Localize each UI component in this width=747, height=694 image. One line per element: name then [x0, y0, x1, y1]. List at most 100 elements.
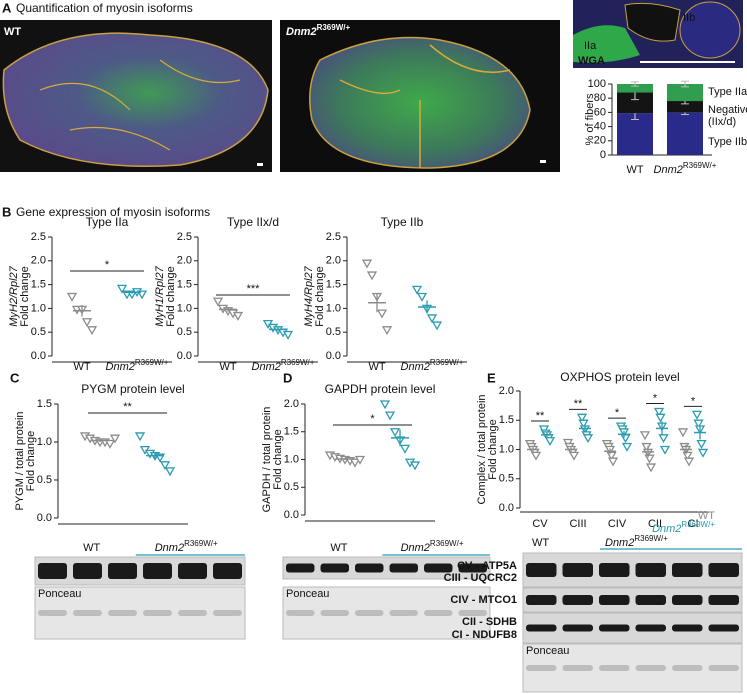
neg-fiber: [624, 2, 681, 42]
y-axis-label: % of fibers: [584, 93, 596, 145]
label-text: WT: [4, 26, 21, 38]
data-point: [621, 442, 633, 452]
label: Dnm2R369W/+: [155, 539, 218, 554]
y-tick-label: 2.5: [326, 231, 341, 243]
label-text: Dnm2: [652, 523, 681, 535]
blot-image: [522, 587, 743, 613]
data-point: [683, 457, 695, 467]
blot-band: [562, 624, 593, 632]
y-axis-label: Fold change: [272, 429, 284, 490]
data-point: [81, 318, 93, 328]
blot-band: [635, 665, 666, 671]
protein-label: CI - NDUFB8: [452, 629, 517, 641]
label-text: Dnm2: [252, 361, 281, 373]
blot-band: [73, 610, 102, 616]
y-tick-label: 2.0: [326, 255, 341, 267]
label-sup: R369W/+: [135, 358, 169, 367]
blot-band: [389, 610, 418, 616]
y-tick-label: 0.0: [31, 350, 46, 362]
y-tick-label: 1.5: [326, 279, 341, 291]
blot-band: [286, 563, 315, 573]
y-axis-label: MyH4/Rpl27: [303, 265, 315, 326]
y-axis-label: Fold change: [487, 419, 499, 480]
blot-image: [34, 556, 246, 586]
protein-label: CII - SDHB: [462, 616, 517, 628]
data-point: [232, 311, 244, 321]
label-text: WT: [626, 164, 643, 176]
label-text: Dnm2: [155, 542, 184, 554]
data-point: [282, 330, 294, 340]
label: WT: [532, 537, 549, 549]
panel-letter: A: [2, 0, 12, 15]
stain-label: Ponceau: [38, 588, 81, 600]
significance: *: [370, 413, 375, 425]
y-axis-label: Fold change: [314, 266, 326, 327]
label: WT: [368, 361, 385, 373]
label-text: WT: [73, 361, 90, 373]
blot-band: [108, 563, 137, 579]
blot-band: [672, 595, 703, 605]
scale-bar: [257, 163, 263, 166]
label: Dnm2R369W/+: [106, 358, 169, 373]
significance: *: [691, 395, 696, 407]
bar-segment: [667, 84, 703, 102]
panel-letter: E: [487, 370, 496, 385]
label-text: WT: [219, 361, 236, 373]
blot-image: [522, 643, 743, 693]
label: WT: [698, 510, 715, 522]
y-tick-label: 2.0: [177, 255, 192, 267]
y-tick-label: 2.5: [177, 231, 192, 243]
data-point: [361, 259, 373, 269]
data-point: [576, 413, 588, 423]
data-point: [655, 413, 666, 423]
blot-band: [458, 610, 487, 616]
label-text: Dnm2: [401, 361, 430, 373]
y-tick-label: 1.5: [177, 279, 192, 291]
data-point: [653, 407, 665, 417]
data-point: [109, 434, 121, 444]
blot-band: [355, 563, 384, 573]
y-tick-label: 20: [594, 135, 606, 147]
blot-band: [599, 563, 630, 577]
y-axis-label: PYGM / total protein: [14, 411, 26, 510]
blot-band: [635, 595, 666, 605]
data-point: [379, 400, 391, 410]
blot-image: [522, 552, 743, 588]
inset-label: IIb: [683, 12, 695, 24]
panel-title: Quantification of myosin isoforms: [16, 1, 193, 15]
stain-label: Ponceau: [286, 588, 329, 600]
legend-label: Type IIb: [708, 136, 747, 148]
data-point: [384, 411, 396, 421]
blot-band: [672, 665, 703, 671]
significance: **: [536, 410, 545, 422]
y-tick-label: 80: [594, 92, 606, 104]
blot-band: [599, 624, 630, 632]
x-tick-label: CI: [688, 518, 699, 530]
y-tick-label: 40: [594, 121, 606, 133]
protein-label: CV - ATP5A: [457, 560, 517, 572]
blot-band: [708, 665, 739, 671]
data-point: [349, 458, 361, 468]
blot-band: [708, 624, 739, 632]
blot-band: [143, 610, 172, 616]
y-axis-label: GAPDH / total protein: [261, 407, 273, 513]
y-tick-label: 0.5: [37, 474, 52, 486]
label: Dnm2R369W/+: [401, 358, 464, 373]
blot-band: [143, 563, 172, 579]
label: Dnm2R369W/+: [252, 358, 315, 373]
data-point: [134, 432, 146, 442]
y-tick-label: 1.5: [284, 426, 299, 438]
label-sup: R369W/+: [317, 23, 351, 32]
chart-title: GAPDH protein level: [325, 382, 436, 396]
scale-bar: [540, 160, 546, 163]
label-sup: R369W/+: [430, 539, 464, 548]
label-text: WT: [83, 542, 100, 554]
x-tick-label: CIII: [569, 518, 586, 530]
blot-band: [213, 563, 242, 579]
panel-letter: D: [283, 370, 292, 385]
label-text: Dnm2: [605, 537, 634, 549]
blot-band: [672, 563, 703, 577]
y-axis-label: Fold change: [165, 266, 177, 327]
label-sup: R369W/+: [281, 358, 315, 367]
data-point: [639, 431, 651, 441]
